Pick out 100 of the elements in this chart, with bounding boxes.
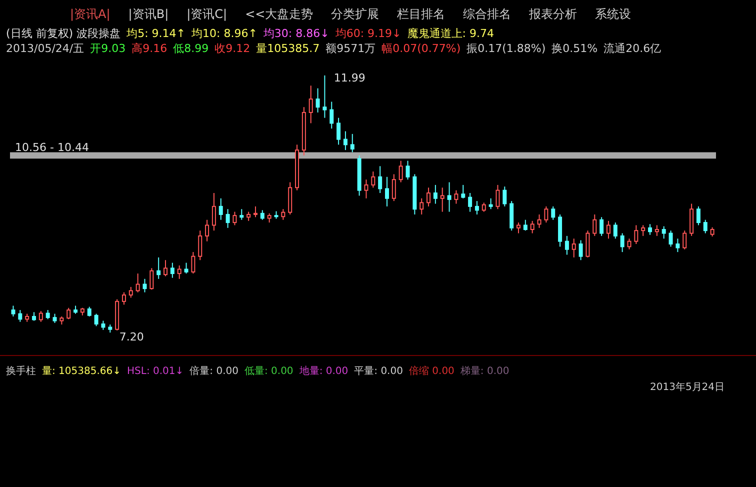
candlestick [600,216,604,236]
text: 2013/05/24/五 [6,42,84,55]
candlestick [641,224,646,236]
candlestick [668,230,673,248]
candlestick [676,238,680,253]
text: 收9.12 [214,42,250,55]
candlestick [240,208,244,220]
candlestick [128,286,133,298]
candlestick [164,260,168,277]
candlestick [212,192,216,232]
candlestick [218,198,223,220]
candlestick [191,252,196,274]
candlestick [66,307,71,320]
candlestick [454,190,458,204]
candlestick [627,238,632,250]
text: 栏目排名 [397,6,446,23]
candlestick [350,133,354,153]
candlestick [523,219,528,232]
text: 均10: 8.96↑ [192,27,258,40]
text: 魔鬼通道上: 9.74 [407,27,494,40]
candlestick [392,174,396,202]
candlestick [267,212,272,224]
candlestick [662,226,666,240]
annotation: 7.20 [119,330,144,344]
candlestick [488,198,493,210]
text: 量105385.7 [256,42,320,55]
candlestick [654,224,659,236]
candlestick [682,230,687,250]
candlestick [648,224,652,236]
candlestick [122,292,126,306]
candlestick [38,310,43,322]
candlestick [433,184,438,204]
candlestick [474,200,479,215]
candlestick [184,262,188,274]
candlestick [551,206,556,220]
text: |资讯A| [70,6,110,23]
candlestick [516,222,521,234]
candlestick [447,182,452,212]
candlestick [613,222,618,240]
candlestick [18,310,22,322]
text: 报表分析 [529,6,578,23]
candlestick [578,240,583,261]
candlestick [440,187,444,212]
chart-title: (日线 前复权) 波段操盘 [6,27,121,40]
candlestick [52,313,57,324]
candlestick [572,238,576,258]
candlestick [87,306,92,317]
text: 幅0.07(0.77%) [382,42,461,55]
candlestick [246,211,251,222]
text: 地量: 0.00 [299,366,348,377]
candlestick [496,184,500,210]
candlestick [205,219,210,242]
candlestick [101,320,106,330]
candlestick [586,230,590,258]
candlestick [170,262,174,278]
text: 分类扩展 [331,6,380,23]
text: 低量: 0.00 [244,366,294,377]
text: 倍量: 0.00 [190,366,238,377]
candlestick [406,160,410,180]
text: |资讯C| [186,6,228,23]
candlestick [281,208,286,220]
candlestick [330,101,334,130]
text: 开9.03 [90,42,126,55]
candlestick [316,88,320,113]
candlestick [308,85,313,124]
candlestick [94,313,98,327]
text: HSL: 0.01↓ [127,366,184,377]
text: 均60: 9.19↓ [335,27,402,40]
candlestick [46,310,50,320]
text: 均30: 8.86↓ [263,27,330,40]
candlestick [364,179,368,199]
text: 综合排名 [463,6,512,23]
candlestick [384,176,389,207]
text: 振0.17(1.88%) [466,42,546,55]
candlestick [420,198,424,215]
text: 平量: 0.00 [354,366,403,377]
candlestick [150,268,154,290]
candlestick [530,220,534,234]
candlestick [703,219,708,234]
candlestick [11,305,16,317]
candlestick [634,224,638,244]
candlestick [260,210,264,220]
text: 倍缩 0.00 [408,366,454,377]
candlestick [371,171,376,188]
text: 均5: 9.14↑ [126,27,186,40]
candlestick [461,184,466,199]
candlestick [710,226,714,237]
candlestick [544,206,548,224]
candlestick [378,166,382,194]
candlestick [198,230,202,261]
candlestick [226,208,230,228]
text: 低8.99 [173,42,209,55]
candlestick [136,273,140,293]
candlestick [142,278,147,293]
text: 量: 105385.66↓ [42,366,122,377]
candlestick [232,211,237,226]
candlestick [620,232,624,253]
candlestick [482,202,486,212]
candlestick [343,130,348,151]
annotation: 11.99 [334,71,366,84]
